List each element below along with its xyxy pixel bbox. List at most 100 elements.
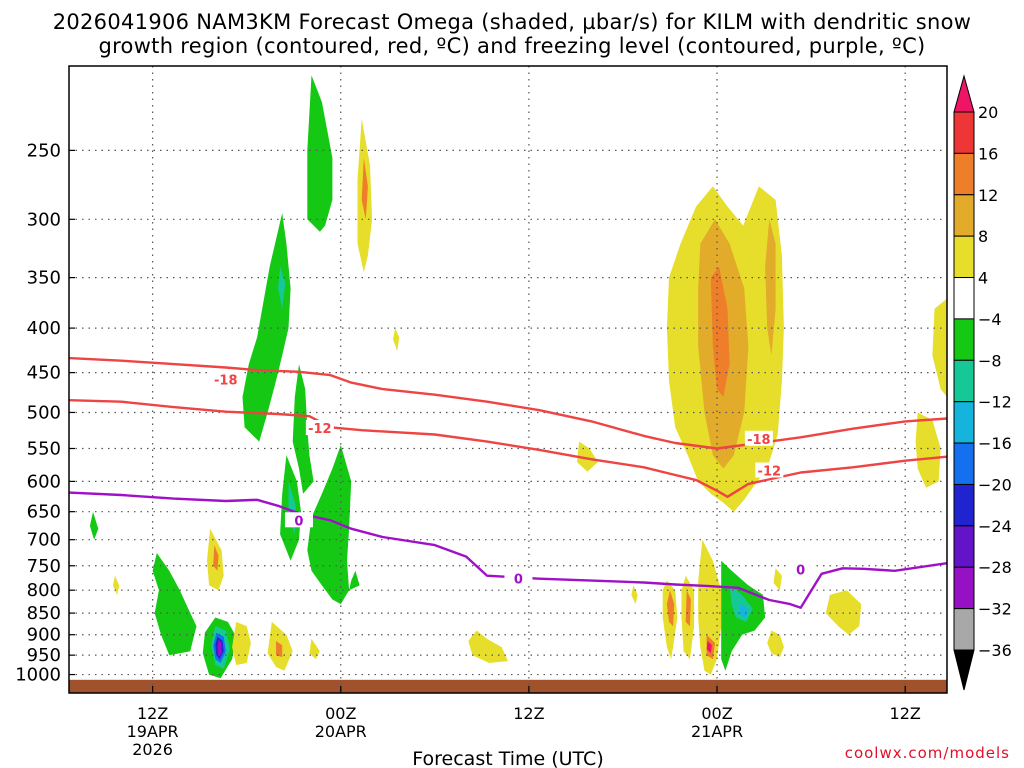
omega-shaded-region xyxy=(361,157,368,220)
colorbar-label: −32 xyxy=(978,600,1012,619)
omega-shaded-region xyxy=(773,568,782,591)
x-tick-label: 12Z xyxy=(513,704,544,723)
colorbar-label: −20 xyxy=(978,475,1012,494)
colorbar-swatch xyxy=(953,401,975,444)
contour-line xyxy=(69,356,947,450)
y-tick-label: 700 xyxy=(27,530,61,551)
y-tick-label: 900 xyxy=(27,625,61,646)
colorbar-swatch xyxy=(953,277,975,320)
colorbar-label: 4 xyxy=(978,269,988,288)
contour-label: 0 xyxy=(796,563,805,578)
contour-layer xyxy=(69,356,947,609)
omega-shaded-region xyxy=(307,75,333,232)
omega-shaded-region xyxy=(698,539,722,675)
omega-shaded-region xyxy=(278,266,286,309)
y-axis: 2503003504004505005506006507007508008509… xyxy=(15,140,75,686)
contour-label: -18 xyxy=(214,373,238,388)
contour-label-layer: -18 -18 -12 -12 0 0 0 xyxy=(211,371,815,588)
x-tick-label: 20APR xyxy=(315,722,367,741)
colorbar-label: 16 xyxy=(978,144,998,163)
colorbar-bottom-arrow xyxy=(953,649,975,691)
x-tick-label: 19APR xyxy=(127,722,179,741)
colorbar-swatch xyxy=(953,483,975,527)
colorbar-label: −36 xyxy=(978,641,1012,660)
contour-label-bg xyxy=(786,561,815,577)
ground-layer xyxy=(69,679,947,693)
omega-shaded-region xyxy=(577,441,598,472)
omega-shaded-region xyxy=(232,621,251,665)
x-tick-label: 00Z xyxy=(325,704,356,723)
y-tick-label: 650 xyxy=(27,502,61,523)
colorbar-label: −24 xyxy=(978,517,1012,536)
colorbar-label: −4 xyxy=(978,310,1002,329)
contour-label-bg xyxy=(744,430,773,446)
contour-label-bg xyxy=(211,371,240,387)
contour-line xyxy=(69,399,947,498)
omega-shaded-region xyxy=(825,590,862,635)
omega-shading-layer xyxy=(89,75,947,679)
colorbar-label: −16 xyxy=(978,434,1012,453)
omega-shaded-region xyxy=(213,545,219,571)
x-tick-label: 21APR xyxy=(691,722,743,741)
y-tick-label: 500 xyxy=(27,402,61,423)
contour-label: -12 xyxy=(308,422,332,437)
omega-shaded-region xyxy=(765,219,776,356)
colorbar-swatch xyxy=(953,442,975,485)
omega-shaded-region xyxy=(276,641,283,658)
y-tick-label: 350 xyxy=(27,268,61,289)
omega-shaded-region xyxy=(767,630,784,658)
omega-shaded-region xyxy=(242,213,291,442)
contour-label: 0 xyxy=(294,514,303,529)
plot-frame xyxy=(68,65,948,694)
colorbar-swatch xyxy=(953,152,975,196)
y-tick-label: 400 xyxy=(27,318,61,339)
contour-label-bg xyxy=(284,512,313,528)
x-axis-label: Forecast Time (UTC) xyxy=(412,748,603,768)
y-tick-label: 750 xyxy=(27,556,61,577)
omega-shaded-region xyxy=(393,328,400,351)
contour-label: 0 xyxy=(514,573,523,588)
chart-title-line2: growth region (contoured, red, ºC) and f… xyxy=(98,34,926,58)
colorbar-label: −8 xyxy=(978,351,1002,370)
y-tick-label: 600 xyxy=(27,471,61,492)
omega-shaded-region xyxy=(89,511,99,540)
omega-shaded-region xyxy=(740,604,749,618)
colorbar-swatch xyxy=(953,235,975,279)
omega-shaded-region xyxy=(710,266,730,397)
y-tick-label: 800 xyxy=(27,580,61,601)
x-tick-label: 12Z xyxy=(137,704,168,723)
x-tick-label: 00Z xyxy=(701,704,732,723)
omega-shaded-region xyxy=(685,590,691,627)
contour-label-bg xyxy=(755,462,784,478)
colorbar-label: 12 xyxy=(978,186,998,205)
colorbar-swatch xyxy=(953,359,975,403)
omega-shaded-region xyxy=(292,364,314,494)
colorbar-swatch xyxy=(953,566,975,610)
contour-label: -18 xyxy=(747,433,771,448)
contour-label-bg xyxy=(305,420,334,436)
contour-line xyxy=(69,491,947,609)
omega-shaded-region xyxy=(468,630,508,663)
omega-shaded-region xyxy=(112,575,120,595)
y-tick-label: 1000 xyxy=(15,665,61,686)
grid-layer xyxy=(69,66,947,693)
colorbar-label: −28 xyxy=(978,558,1012,577)
colorbar-swatch xyxy=(953,111,975,154)
omega-shaded-region xyxy=(217,639,222,658)
y-tick-label: 550 xyxy=(27,439,61,460)
omega-shaded-region xyxy=(307,445,352,605)
ground-terrain xyxy=(69,679,947,693)
omega-shaded-region xyxy=(152,553,197,656)
site-credit: coolwx.com/models xyxy=(844,744,1010,762)
omega-shaded-region xyxy=(666,590,675,627)
x-tick-label: 2026 xyxy=(132,740,173,759)
omega-shaded-region xyxy=(631,585,638,605)
y-tick-label: 950 xyxy=(27,645,61,666)
chart-title-line1: 2026041906 NAM3KM Forecast Omega (shaded… xyxy=(52,10,972,34)
colorbar-swatch xyxy=(953,525,975,568)
colorbar-top-arrow xyxy=(953,74,975,113)
colorbar-label: 20 xyxy=(978,103,998,122)
y-tick-label: 450 xyxy=(27,363,61,384)
